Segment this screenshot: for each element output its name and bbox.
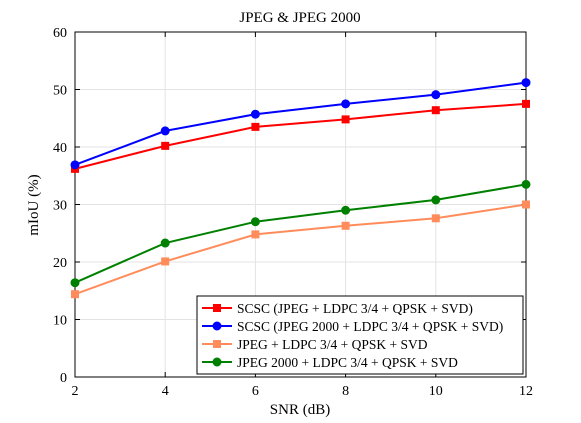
- y-tick-label: 10: [53, 314, 67, 329]
- data-point: [251, 122, 260, 131]
- data-point: [71, 290, 79, 299]
- series-2: [70, 78, 531, 170]
- legend-marker: [212, 357, 222, 367]
- data-point: [161, 257, 170, 266]
- data-point: [251, 230, 260, 239]
- series-line: [74, 203, 527, 296]
- series-3: [71, 200, 530, 299]
- y-tick-label: 30: [53, 199, 67, 214]
- x-tick-label: 2: [72, 384, 79, 399]
- data-point: [250, 109, 260, 119]
- data-point: [161, 141, 170, 150]
- chart-title: JPEG & JPEG 2000: [239, 10, 360, 26]
- data-point: [341, 205, 351, 215]
- data-point: [521, 78, 531, 88]
- legend-marker: [213, 304, 221, 312]
- data-point: [522, 99, 530, 108]
- data-point: [70, 278, 80, 288]
- y-tick-label: 20: [53, 256, 67, 271]
- data-point: [431, 195, 441, 205]
- y-tick-label: 50: [53, 84, 67, 99]
- legend-label: SCSC (JPEG + LDPC 3/4 + QPSK + SVD): [237, 301, 473, 316]
- data-point: [160, 238, 170, 248]
- series-line: [74, 102, 527, 170]
- series-group: [70, 78, 531, 299]
- x-tick-label: 8: [342, 384, 349, 399]
- legend-box: [196, 295, 524, 375]
- data-point: [431, 214, 440, 223]
- data-point: [431, 106, 440, 115]
- y-tick-label: 40: [53, 141, 67, 156]
- data-point: [341, 221, 350, 230]
- series-1: [71, 99, 530, 173]
- legend-label: SCSC (JPEG 2000 + LDPC 3/4 + QPSK + SVD): [237, 319, 503, 334]
- data-point: [521, 179, 531, 189]
- legend-item: JPEG + LDPC 3/4 + QPSK + SVD: [202, 337, 428, 352]
- data-point: [250, 217, 260, 227]
- data-point: [522, 200, 530, 209]
- legend-item: SCSC (JPEG 2000 + LDPC 3/4 + QPSK + SVD): [202, 319, 503, 334]
- legend-marker: [212, 321, 222, 331]
- legend-item: JPEG 2000 + LDPC 3/4 + QPSK + SVD: [202, 355, 458, 370]
- data-point: [341, 115, 350, 124]
- data-point: [160, 126, 170, 136]
- x-tick-label: 12: [519, 384, 533, 399]
- data-point: [431, 90, 441, 100]
- series-4: [70, 179, 531, 288]
- axis-ticks: 2 4 6 8 10 12 0 10 20 30 40 50 60: [53, 26, 533, 399]
- legend-item: SCSC (JPEG + LDPC 3/4 + QPSK + SVD): [202, 301, 473, 316]
- legend-label: JPEG + LDPC 3/4 + QPSK + SVD: [237, 337, 428, 352]
- series-line: [74, 183, 527, 284]
- x-tick-label: 4: [162, 384, 169, 399]
- legend-label: JPEG 2000 + LDPC 3/4 + QPSK + SVD: [237, 355, 458, 370]
- data-point: [70, 160, 80, 170]
- y-tick-label: 0: [60, 371, 67, 386]
- legend: SCSC (JPEG + LDPC 3/4 + QPSK + SVD) SCSC …: [196, 295, 524, 375]
- y-axis-label: mIoU (%): [26, 174, 42, 235]
- x-tick-label: 10: [429, 384, 443, 399]
- y-tick-label: 60: [53, 26, 67, 41]
- data-point: [341, 99, 351, 109]
- x-tick-label: 6: [252, 384, 259, 399]
- legend-marker: [213, 340, 221, 348]
- x-axis-label: SNR (dB): [270, 402, 330, 418]
- series-line: [74, 81, 527, 166]
